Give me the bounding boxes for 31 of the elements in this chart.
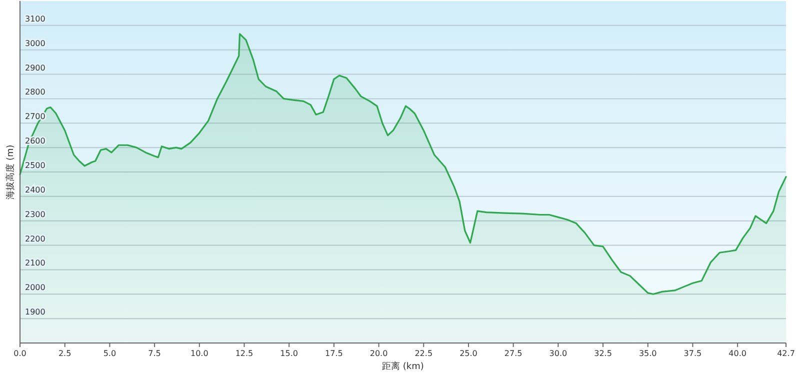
x-tick-label: 30.0 xyxy=(549,349,568,358)
y-tick-label: 3000 xyxy=(25,38,46,48)
y-tick-label: 2500 xyxy=(25,161,46,170)
x-tick-label: 20.0 xyxy=(370,349,388,358)
y-tick-label: 2100 xyxy=(25,258,46,268)
x-tick-label: 40.0 xyxy=(728,349,746,358)
y-tick-label: 2200 xyxy=(25,234,46,244)
x-tick-label: 42.7 xyxy=(777,349,795,358)
x-tick-label: 12.5 xyxy=(235,349,254,358)
x-tick-label: 5.0 xyxy=(103,349,116,358)
y-tick-label: 2400 xyxy=(25,185,46,194)
x-tick-label: 17.5 xyxy=(325,349,343,358)
x-axis-title: 距离 (km) xyxy=(382,361,424,372)
x-tick-label: 10.0 xyxy=(190,349,208,358)
y-tick-label: 2800 xyxy=(25,88,46,97)
y-tick-label: 2300 xyxy=(25,210,46,219)
x-tick-label: 32.5 xyxy=(594,349,612,358)
y-axis-title: 海拔高度 (m) xyxy=(5,144,16,200)
y-tick-label: 1900 xyxy=(25,308,46,317)
x-tick-label: 15.0 xyxy=(280,349,298,358)
y-tick-label: 2000 xyxy=(25,283,46,292)
x-tick-label: 22.5 xyxy=(414,349,433,358)
y-tick-label: 2900 xyxy=(25,63,46,72)
y-tick-label: 3100 xyxy=(25,14,46,24)
x-tick-label: 0.0 xyxy=(14,349,26,358)
x-tick-label: 37.5 xyxy=(684,349,702,358)
x-tick-label: 27.5 xyxy=(504,349,522,358)
x-tick-label: 7.5 xyxy=(148,349,161,358)
x-tick-label: 35.0 xyxy=(638,349,657,358)
x-tick-label: 25.0 xyxy=(460,349,478,358)
x-tick-label: 2.5 xyxy=(58,349,72,358)
